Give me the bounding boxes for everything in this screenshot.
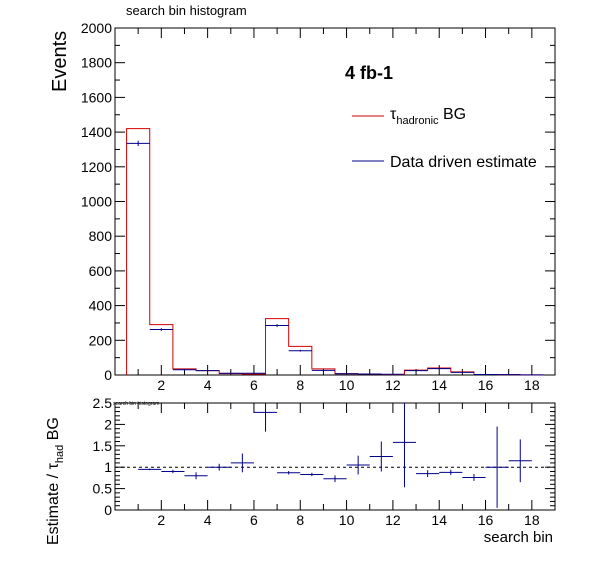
y-tick-label: 400 (89, 298, 113, 314)
y-tick-label: 1 (104, 459, 112, 475)
legend-label-tau-bg: τhadronic BG (390, 106, 466, 127)
x-tick-label: 10 (339, 377, 355, 393)
y-tick-label: 1000 (81, 194, 112, 210)
ratio-points (138, 403, 532, 508)
bottom-axis-ticks (114, 402, 556, 511)
ratio-point (207, 463, 231, 471)
ratio-point (392, 403, 417, 488)
estimate-point (265, 324, 289, 327)
ratio-point (462, 474, 486, 481)
bottom-x-axis-label: search bin (484, 529, 553, 546)
x-tick-label: 18 (524, 512, 540, 528)
estimate-point (242, 372, 266, 374)
bottom-chart-title: search bin histogram (113, 401, 159, 407)
bottom-plot-frame (114, 402, 556, 511)
y-tick-label: 600 (89, 263, 113, 279)
x-tick-label: 6 (250, 512, 258, 528)
top-axis-ticks (114, 27, 556, 376)
estimate-point (311, 369, 335, 372)
y-tick-label: 200 (89, 332, 113, 348)
estimate-point (381, 373, 405, 375)
bottom-y-axis-label: Estimate / τhad BG (45, 417, 66, 545)
ratio-point (508, 439, 532, 483)
top-chart-title: search bin histogram (126, 3, 247, 18)
ratio-point (230, 453, 254, 473)
x-tick-label: 2 (157, 512, 165, 528)
ratio-point (323, 475, 347, 483)
ratio-point (161, 469, 185, 474)
bottom-y-tick-labels: 0 0.5 1 1.5 2 2.5 (93, 395, 113, 518)
x-tick-label: 8 (296, 512, 304, 528)
estimate-point (172, 368, 197, 371)
x-tick-label: 18 (524, 377, 540, 393)
x-tick-label: 4 (204, 512, 212, 528)
x-tick-label: 6 (250, 377, 258, 393)
x-tick-label: 14 (431, 377, 447, 393)
x-tick-label: 16 (478, 377, 494, 393)
estimate-point (427, 367, 451, 370)
top-y-axis-label: Events (49, 31, 71, 92)
y-tick-label: 1800 (81, 55, 112, 71)
top-x-tick-labels: 2 4 6 8 10 12 14 16 18 (157, 377, 539, 393)
estimate-point (335, 373, 359, 375)
y-tick-label: 2.5 (93, 395, 113, 411)
ratio-point (253, 403, 278, 432)
plot-frame-rect (114, 27, 556, 376)
ratio-point (300, 472, 324, 477)
x-tick-label: 14 (431, 512, 447, 528)
ratio-point (184, 472, 208, 480)
ratio-point (277, 471, 301, 475)
y-tick-label: 2000 (81, 20, 112, 36)
x-tick-label: 8 (296, 377, 304, 393)
estimate-point (450, 371, 474, 373)
luminosity-annotation: 4 fb-1 (345, 63, 393, 83)
estimate-point (196, 369, 220, 372)
estimate-point (358, 373, 382, 375)
estimate-point (219, 372, 243, 374)
tau-bg-histogram (126, 128, 544, 376)
estimate-point (404, 369, 428, 372)
x-tick-label: 16 (478, 512, 494, 528)
bottom-x-tick-labels: 2 4 6 8 10 12 14 16 18 (157, 512, 539, 528)
y-tick-label: 1600 (81, 89, 112, 105)
y-tick-label: 1400 (81, 124, 112, 140)
data-driven-estimate-points (126, 140, 544, 376)
tau-bg-step-line (126, 128, 544, 376)
y-tick-label: 0 (104, 367, 112, 383)
y-tick-label: 0.5 (93, 481, 113, 497)
estimate-point (288, 349, 312, 352)
top-y-tick-labels: 0 200 400 600 800 1000 1200 1400 1600 1800 2000 (81, 20, 112, 383)
ratio-point (346, 455, 370, 475)
x-tick-label: 12 (385, 512, 401, 528)
x-tick-label: 12 (385, 377, 401, 393)
ratio-point (439, 469, 463, 475)
legend: τhadronic BG Data driven estimate (352, 106, 537, 171)
ratio-point (369, 441, 393, 472)
ratio-point (485, 426, 509, 508)
x-tick-label: 10 (339, 512, 355, 528)
x-tick-label: 4 (204, 377, 212, 393)
x-tick-label: 2 (157, 377, 165, 393)
plot-frame-rect (114, 402, 556, 511)
y-tick-label: 2 (104, 416, 112, 432)
estimate-point (126, 140, 150, 146)
estimate-point (149, 328, 173, 331)
y-tick-label: 1200 (81, 159, 112, 175)
y-tick-label: 0 (104, 502, 112, 518)
y-tick-label: 1.5 (93, 438, 113, 454)
ratio-point (138, 468, 162, 471)
legend-label-estimate: Data driven estimate (390, 154, 537, 171)
y-tick-label: 800 (89, 228, 113, 244)
top-plot-frame (114, 27, 556, 376)
ratio-point (416, 470, 440, 478)
